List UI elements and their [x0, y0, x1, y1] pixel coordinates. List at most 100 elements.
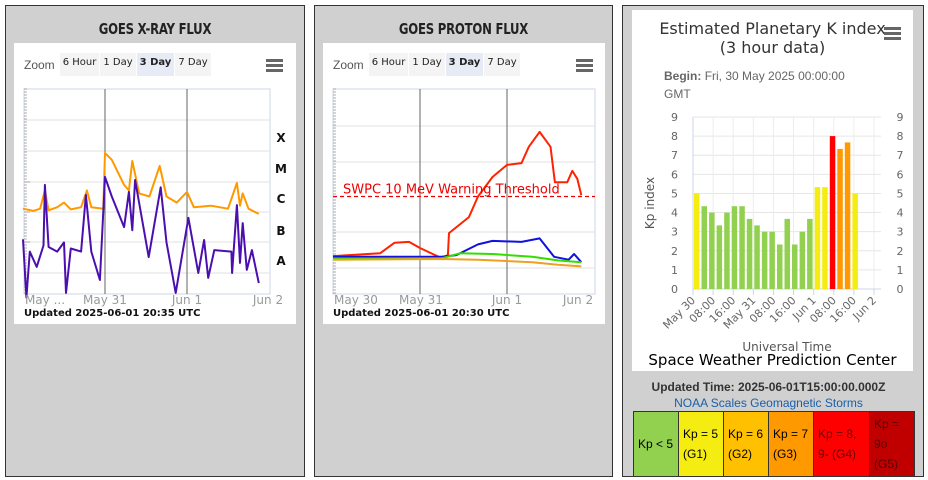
menu-icon[interactable]	[576, 59, 593, 72]
zoom-label: Zoom	[24, 57, 55, 72]
menu-icon[interactable]	[266, 59, 283, 72]
xray-zoom-row: Zoom 6 Hour 1 Day 3 Day 7 Day	[24, 53, 212, 76]
y-tick-label-right: 8	[897, 130, 904, 143]
noaa-scales-link[interactable]: NOAA Scales Geomagnetic Storms	[674, 396, 863, 410]
kp-bar	[754, 225, 760, 289]
scale-cell-kp-lt5: Kp < 5	[634, 412, 679, 476]
x-axis-label: Jun 2	[562, 293, 593, 307]
zoom-label: Zoom	[333, 57, 364, 72]
x-axis-title: Universal Time	[742, 340, 831, 354]
begin-tz: GMT	[664, 87, 691, 101]
x-axis-label: May 31	[399, 293, 443, 307]
begin-value: Fri, 30 May 2025 00:00:00	[704, 69, 845, 83]
y-tick-label: 5	[671, 187, 678, 200]
kp-bar	[724, 212, 730, 289]
kp-title: Estimated Planetary K index	[659, 19, 886, 38]
kp-bar	[761, 231, 768, 289]
y-axis-title: Kp index	[643, 177, 657, 229]
xray-updated: Updated 2025-06-01 20:35 UTC	[24, 308, 201, 319]
scale-cell-g5: Kp = 9o (G5)	[870, 412, 914, 476]
kp-bar	[792, 244, 798, 289]
y-tick-label-right: 4	[897, 207, 904, 220]
class-label: X	[276, 131, 286, 145]
kp-bar	[799, 231, 806, 289]
zoom-1day-button[interactable]: 1 Day	[100, 53, 136, 76]
menu-icon[interactable]	[884, 27, 901, 40]
kp-bar	[716, 225, 723, 289]
plot-border	[332, 88, 596, 295]
zoom-3day-button[interactable]: 3 Day	[136, 53, 175, 76]
y-tick-label-right: 5	[897, 187, 904, 200]
plot-border	[23, 88, 271, 295]
kp-footer: Space Weather Prediction Center	[648, 351, 897, 369]
zoom-1day-button[interactable]: 1 Day	[409, 53, 445, 76]
xray-title: GOES X-RAY FLUX	[98, 20, 212, 38]
y-tick-label-right: 1	[897, 264, 904, 277]
series-line-short	[22, 175, 260, 299]
scale-cell-g1: Kp = 5 (G1)	[679, 412, 724, 476]
zoom-3day-button[interactable]: 3 Day	[445, 53, 484, 76]
scale-cell-g2: Kp = 6 (G2)	[724, 412, 769, 476]
kp-panel: Estimated Planetary K index (3 hour data…	[622, 5, 924, 477]
proton-chart: Zoom 6 Hour 1 Day 3 Day 7 Day SWPC 10 Me…	[323, 43, 605, 324]
threshold-label: SWPC 10 MeV Warning Threshold	[343, 183, 560, 198]
series-line-500MeV	[332, 258, 582, 268]
class-label: C	[277, 192, 286, 206]
xray-chart: Zoom 6 Hour 1 Day 3 Day 7 Day X M C B A May .…	[14, 43, 296, 324]
xray-panel: GOES X-RAY FLUX Zoom 6 Hour 1 Day 3 Day …	[5, 5, 305, 477]
kp-bar	[829, 136, 836, 289]
kp-bar	[784, 218, 790, 289]
series-line-10MeV	[332, 130, 583, 259]
kp-bar	[731, 206, 738, 289]
x-axis-label: May 31	[83, 293, 127, 307]
proton-plot: SWPC 10 MeV Warning Threshold May 30 May 3…	[332, 88, 596, 307]
kp-scale-table: Kp < 5 Kp = 5 (G1) Kp = 6 (G2) Kp = 7 (G…	[633, 411, 915, 477]
kp-bar	[709, 212, 715, 289]
kp-bar	[701, 206, 707, 289]
y-tick-label-right: 9	[897, 111, 904, 124]
x-axis-label: Jun 1	[171, 293, 202, 307]
zoom-6hour-button[interactable]: 6 Hour	[59, 53, 100, 76]
x-axis-label: May ...	[25, 293, 65, 307]
kp-bar	[694, 193, 700, 289]
kp-bar	[837, 148, 843, 289]
series-line-long	[22, 152, 260, 215]
y-tick-label: 7	[671, 149, 678, 162]
scale-cell-g3: Kp = 7 (G3)	[769, 412, 814, 476]
kp-bar	[844, 142, 851, 289]
x-axis-label: Jun 1	[491, 293, 522, 307]
kp-bar	[777, 244, 783, 289]
kp-bar	[822, 187, 828, 289]
kp-bar	[769, 231, 775, 289]
class-label: A	[276, 254, 286, 268]
kp-bar	[746, 218, 753, 289]
y-tick-label-right: 6	[897, 168, 904, 181]
y-tick-label: 9	[671, 111, 678, 124]
kp-bar	[739, 206, 745, 289]
y-tick-label: 1	[671, 264, 678, 277]
y-tick-label: 8	[671, 130, 678, 143]
y-tick-label-right: 7	[897, 149, 904, 162]
kp-updated: Updated Time: 2025-06-01T15:00:00.000Z	[651, 380, 886, 394]
x-axis-label: Jun 2	[252, 293, 283, 307]
y-tick-label-right: 2	[897, 245, 904, 258]
y-tick-label-right: 0	[897, 283, 904, 296]
class-label: M	[275, 162, 287, 176]
y-tick-label: 2	[671, 245, 678, 258]
proton-zoom-row: Zoom 6 Hour 1 Day 3 Day 7 Day	[333, 53, 521, 76]
zoom-6hour-button[interactable]: 6 Hour	[368, 53, 409, 76]
zoom-7day-button[interactable]: 7 Day	[484, 53, 520, 76]
y-tick-label: 4	[671, 207, 678, 220]
y-tick-label-right: 3	[897, 226, 904, 239]
x-axis-label: May 30	[334, 293, 378, 307]
zoom-7day-button[interactable]: 7 Day	[175, 53, 211, 76]
y-tick-label: 6	[671, 168, 678, 181]
begin-label: Begin:	[664, 69, 702, 83]
kp-bar	[814, 187, 821, 289]
proton-title: GOES PROTON FLUX	[398, 20, 529, 38]
kp-bar	[852, 193, 858, 289]
y-tick-label: 0	[671, 283, 678, 296]
proton-panel: GOES PROTON FLUX Zoom 6 Hour 1 Day 3 Day…	[314, 5, 613, 477]
xray-plot: X M C B A May ... May 31 Jun 1 Jun 2	[22, 88, 287, 307]
